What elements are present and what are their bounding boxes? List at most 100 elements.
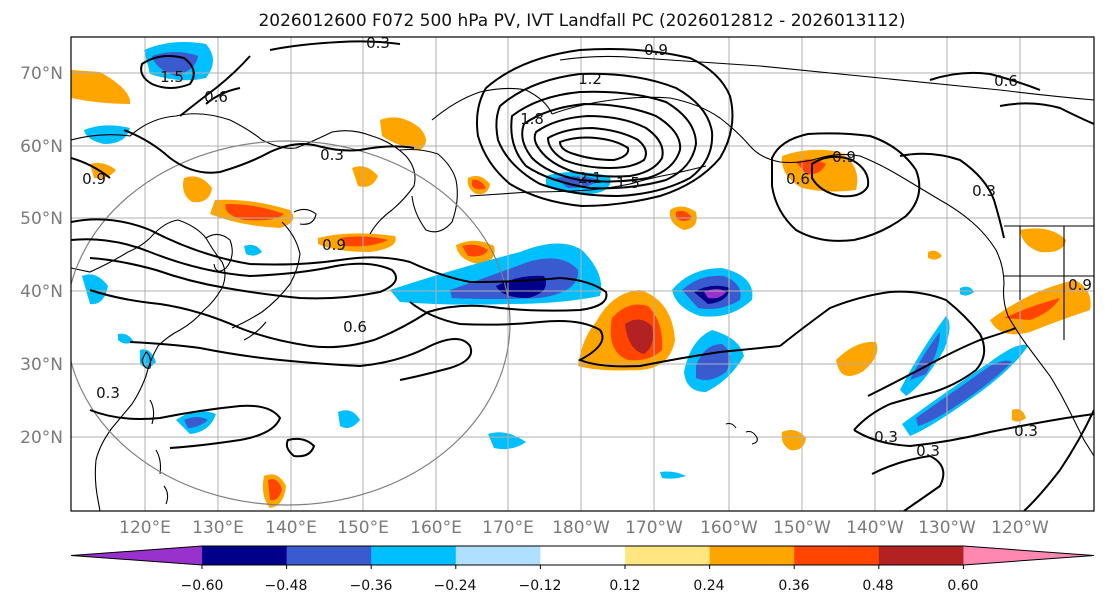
lon-label: 170°E [482, 518, 534, 538]
coast-siberia [71, 113, 416, 235]
contour-label: 1.5 [160, 68, 184, 86]
negative-anomaly-shading [82, 42, 1028, 479]
shade-neg-bering-low-l2 [556, 176, 600, 188]
lon-label: 160°W [700, 518, 758, 538]
coast-us-borders [1004, 225, 1094, 340]
pv-contour-1.8 [521, 102, 682, 183]
colorbar-tick-label: −0.36 [350, 578, 393, 594]
shade-pos-bering-core [472, 179, 486, 190]
pv-contour-2.1 [533, 114, 664, 178]
pv-contour-0.9-jet [71, 238, 397, 300]
contour-label: 1.8 [520, 110, 544, 128]
contour-label: 0.3 [916, 442, 940, 460]
positive-anomaly-shading [71, 70, 1091, 508]
shade-pos-small4 [928, 250, 942, 260]
lat-label: 50°N [20, 209, 63, 229]
coast-taiwan [141, 351, 152, 369]
lon-label: 120°W [991, 518, 1049, 538]
pv-contour-inner-2 [558, 136, 630, 162]
contour-label: 0.3 [1014, 422, 1038, 440]
colorbar-tick-label: 0.24 [693, 578, 724, 594]
shade-neg-central-pac-l2 [450, 258, 579, 299]
colorbar-cell [794, 546, 880, 565]
colorbar-tick-label: 0.36 [778, 578, 809, 594]
contour-label: 0.3 [874, 428, 898, 446]
shade-pos-kamchatka-core2 [625, 319, 653, 354]
pv-contour-1.5-nw [140, 55, 195, 89]
pv-contour-0.3-ne [899, 152, 1005, 239]
lat-label: 70°N [20, 64, 63, 84]
pv-contour-0.3-nw [269, 40, 415, 152]
contour-label: 0.9 [82, 170, 106, 188]
contour-label: 0.6 [786, 170, 810, 188]
coast-bc [971, 221, 1094, 457]
colorbar-tick-label: 0.60 [947, 578, 978, 594]
pv-contour-inner-1 [546, 126, 647, 170]
contour-labels: 0.3 0.9 1.2 1.5 0.6 1.8 2.1 1.5 0.9 0.6 … [82, 37, 1092, 460]
pv-contour-0.3-pac [779, 290, 986, 431]
shade-neg-pac-south [488, 432, 526, 450]
shade-pos-sub1-core [268, 479, 282, 501]
pv-contour-small-loop [285, 437, 316, 458]
colorbar-ticks [201, 565, 964, 569]
lat-label: 20°N [20, 428, 63, 448]
lon-label: 120°E [119, 518, 171, 538]
coast-chukotka [431, 87, 553, 121]
landfall-reference-circle [71, 140, 511, 506]
shade-pos-mid-pacific [836, 341, 878, 376]
shade-pos-west-canada [1020, 228, 1066, 253]
contour-label: 0.3 [96, 384, 120, 402]
shade-neg-small2 [140, 349, 156, 368]
shade-neg-small5 [660, 471, 686, 479]
colorbar-cell [878, 546, 964, 565]
shade-pos-small3 [1012, 409, 1026, 422]
shade-pos-kuril-core [462, 244, 488, 257]
colorbar-tick-label: 0.48 [862, 578, 893, 594]
contour-label: 0.9 [322, 236, 346, 254]
colorbar-tick-label: −0.60 [181, 578, 224, 594]
shade-neg-small1 [338, 410, 360, 428]
map-area: 0.3 0.9 1.2 1.5 0.6 1.8 2.1 1.5 0.9 0.6 … [71, 37, 1094, 511]
lat-label: 40°N [20, 282, 63, 302]
latitude-labels: 70°N 60°N 50°N 40°N 30°N 20°N [20, 64, 63, 448]
colorbar-cell [371, 546, 457, 565]
shade-pos-small2 [90, 162, 116, 179]
colorbar-tick-label: −0.48 [265, 578, 308, 594]
colorbar-cells [70, 545, 1095, 566]
map-frame [70, 36, 1095, 512]
pv-contour-0.9-nw [71, 129, 319, 179]
lon-label: 130°W [918, 518, 976, 538]
lon-label: 170°W [625, 518, 683, 538]
lon-label: 140°W [846, 518, 904, 538]
shade-pos-hawaii [781, 430, 806, 451]
contour-label: 0.6 [994, 72, 1018, 90]
lat-label: 60°N [20, 137, 63, 157]
coast-hawaii [725, 422, 758, 445]
longitude-labels: 120°E 130°E 140°E 150°E 160°E 170°E 180°… [119, 518, 1049, 538]
pv-contour-1.5-north [510, 90, 698, 190]
lon-label: 180°W [552, 518, 610, 538]
colorbar-cell [455, 546, 541, 565]
graticule [71, 37, 1094, 511]
contour-label: 1.2 [578, 70, 602, 88]
colorbar-tick-label: −0.24 [434, 578, 477, 594]
pv-contour-0.9-gulf [811, 155, 870, 198]
contour-label: 0.6 [204, 88, 228, 106]
shade-neg-south1-l2 [696, 344, 731, 380]
coast-arctic [559, 55, 1094, 101]
contour-label: 0.9 [644, 41, 668, 59]
pv-contour-0.6-south [129, 338, 472, 381]
contour-label: 0.3 [972, 182, 996, 200]
lon-label: 150°W [773, 518, 831, 538]
shade-neg-west-coast-l2 [910, 332, 940, 380]
shade-neg-nw-l2 [152, 52, 198, 76]
pv-contour-0.6-ne [929, 71, 1041, 91]
shade-neg-small3 [244, 244, 262, 256]
lon-label: 150°E [337, 518, 389, 538]
pv-contour-1.2 [495, 72, 714, 198]
pv-contour-0.6-nw [179, 55, 251, 117]
colorbar: −0.60 −0.48 −0.36 −0.24 −0.12 0.12 0.24 … [70, 545, 1095, 594]
shade-neg-small6 [118, 333, 134, 344]
shade-pos-pacific-nw-core [1004, 298, 1060, 320]
